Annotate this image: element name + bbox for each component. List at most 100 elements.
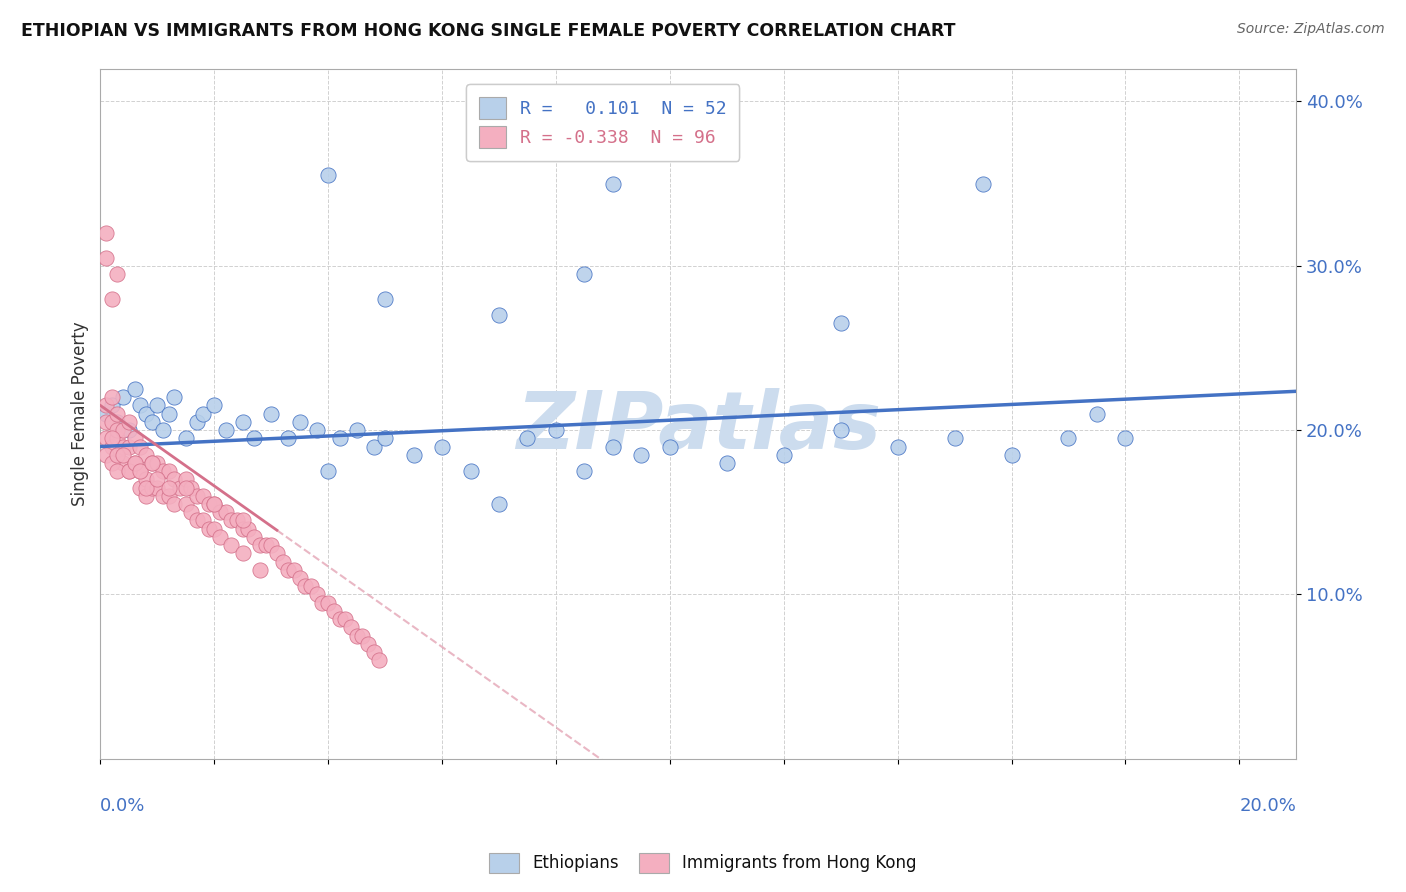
- Point: [107, 464, 129, 478]
- Point: [260, 538, 283, 552]
- Point: [516, 431, 538, 445]
- Point: [202, 497, 225, 511]
- Point: [1000, 448, 1022, 462]
- Point: [1057, 431, 1080, 445]
- Point: [157, 464, 180, 478]
- Point: [328, 431, 350, 445]
- Legend: Ethiopians, Immigrants from Hong Kong: Ethiopians, Immigrants from Hong Kong: [482, 847, 924, 880]
- Point: [322, 604, 344, 618]
- Legend: R =   0.101  N = 52, R = -0.338  N = 96: R = 0.101 N = 52, R = -0.338 N = 96: [465, 85, 740, 161]
- Point: [214, 505, 236, 519]
- Point: [277, 431, 299, 445]
- Point: [107, 267, 129, 281]
- Point: [214, 423, 236, 437]
- Point: [100, 399, 122, 413]
- Point: [197, 522, 219, 536]
- Point: [124, 382, 146, 396]
- Point: [135, 489, 157, 503]
- Point: [316, 464, 339, 478]
- Point: [460, 464, 482, 478]
- Point: [146, 481, 169, 495]
- Point: [163, 390, 186, 404]
- Point: [316, 596, 339, 610]
- Point: [180, 481, 202, 495]
- Point: [163, 472, 186, 486]
- Point: [112, 423, 135, 437]
- Point: [243, 431, 266, 445]
- Point: [129, 440, 152, 454]
- Point: [316, 169, 339, 183]
- Point: [107, 407, 129, 421]
- Text: ETHIOPIAN VS IMMIGRANTS FROM HONG KONG SINGLE FEMALE POVERTY CORRELATION CHART: ETHIOPIAN VS IMMIGRANTS FROM HONG KONG S…: [21, 22, 956, 40]
- Point: [174, 497, 197, 511]
- Point: [772, 448, 794, 462]
- Point: [208, 505, 231, 519]
- Point: [254, 538, 277, 552]
- Point: [191, 407, 214, 421]
- Point: [368, 653, 391, 667]
- Point: [107, 423, 129, 437]
- Point: [118, 440, 141, 454]
- Point: [238, 522, 260, 536]
- Point: [157, 489, 180, 503]
- Point: [544, 423, 567, 437]
- Point: [141, 415, 163, 429]
- Point: [129, 481, 152, 495]
- Point: [221, 513, 243, 527]
- Text: ZIPatlas: ZIPatlas: [516, 388, 880, 467]
- Point: [191, 513, 214, 527]
- Point: [100, 431, 122, 445]
- Point: [363, 645, 385, 659]
- Point: [100, 440, 122, 454]
- Point: [146, 456, 169, 470]
- Point: [174, 472, 197, 486]
- Y-axis label: Single Female Poverty: Single Female Poverty: [72, 321, 89, 506]
- Text: 0.0%: 0.0%: [100, 797, 146, 814]
- Point: [112, 440, 135, 454]
- Point: [135, 481, 157, 495]
- Point: [152, 423, 174, 437]
- Point: [107, 415, 129, 429]
- Point: [488, 497, 510, 511]
- Point: [94, 399, 117, 413]
- Point: [249, 563, 271, 577]
- Point: [186, 489, 208, 503]
- Point: [574, 267, 596, 281]
- Point: [311, 596, 333, 610]
- Point: [716, 456, 738, 470]
- Point: [118, 464, 141, 478]
- Point: [830, 423, 852, 437]
- Point: [141, 456, 163, 470]
- Point: [243, 530, 266, 544]
- Point: [129, 464, 152, 478]
- Point: [288, 571, 311, 585]
- Point: [602, 440, 624, 454]
- Point: [260, 407, 283, 421]
- Point: [191, 489, 214, 503]
- Point: [249, 538, 271, 552]
- Point: [202, 497, 225, 511]
- Point: [202, 399, 225, 413]
- Point: [232, 513, 254, 527]
- Point: [574, 464, 596, 478]
- Point: [174, 481, 197, 495]
- Point: [430, 440, 453, 454]
- Point: [100, 390, 122, 404]
- Point: [340, 620, 363, 634]
- Point: [488, 308, 510, 322]
- Point: [94, 431, 117, 445]
- Point: [157, 481, 180, 495]
- Point: [100, 415, 122, 429]
- Point: [232, 546, 254, 560]
- Point: [352, 628, 374, 642]
- Point: [100, 456, 122, 470]
- Point: [886, 440, 908, 454]
- Point: [283, 563, 305, 577]
- Point: [141, 456, 163, 470]
- Point: [630, 448, 652, 462]
- Point: [124, 431, 146, 445]
- Point: [266, 546, 288, 560]
- Point: [94, 407, 117, 421]
- Point: [94, 448, 117, 462]
- Point: [208, 530, 231, 544]
